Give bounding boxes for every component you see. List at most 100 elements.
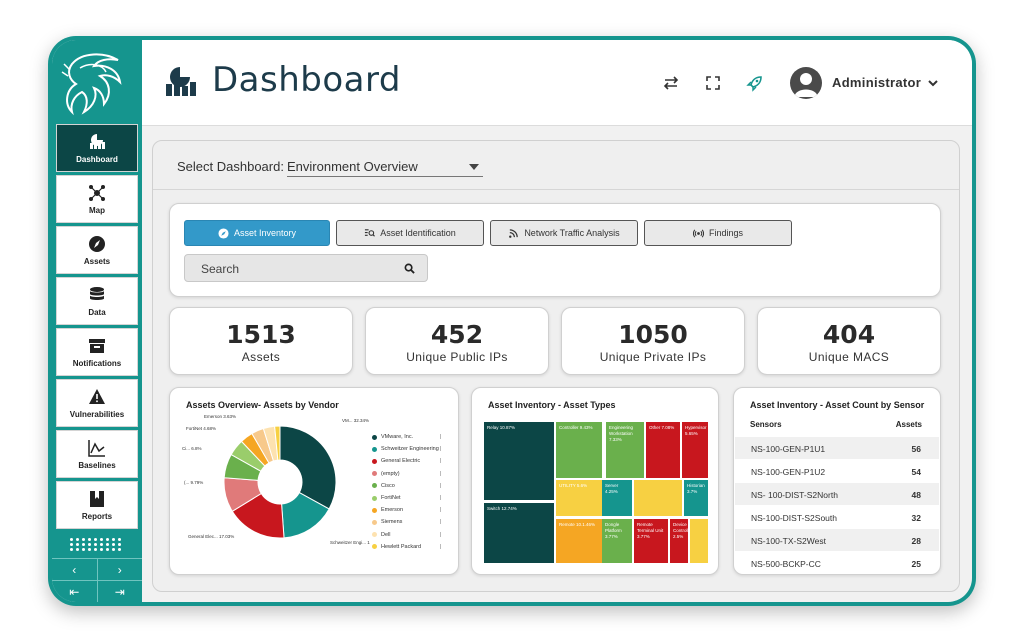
legend-label: FortiNet (381, 495, 401, 501)
dragon-logo-icon (61, 53, 122, 116)
signal-icon (509, 228, 519, 238)
swap-icon[interactable] (662, 74, 680, 92)
sidebar-item-label: Dashboard (76, 154, 118, 164)
treemap-cell[interactable]: Historian 3.7% (684, 480, 708, 516)
tab-findings[interactable]: Findings (644, 220, 792, 246)
treemap-cell[interactable]: Dongle Platform 3.77% (602, 519, 632, 563)
table-row[interactable]: NS-500-BCKP-CC 25 (735, 552, 939, 574)
treemap-label: Dongle Platform 3.77% (605, 522, 622, 539)
bookmark-icon (90, 490, 104, 507)
sidebar-item-data[interactable]: Data (56, 277, 138, 325)
treemap-cell[interactable]: Engineering Workstation 7.33% (606, 422, 644, 478)
treemap-cell[interactable]: UTILITY 5.6% (556, 480, 602, 516)
legend-swatch (372, 507, 377, 513)
legend-item[interactable]: Emerson (372, 507, 403, 513)
tab-asset-inventory[interactable]: Asset Inventory (184, 220, 330, 246)
legend-tick (440, 519, 441, 525)
sidebar-item-label: Reports (81, 511, 113, 521)
legend-label: VMware, Inc. (381, 434, 414, 440)
pie-slice[interactable] (274, 425, 281, 461)
stat-card-private-ips: 1050 Unique Private IPs (561, 307, 745, 375)
legend-swatch (372, 532, 377, 538)
treemap-cell[interactable] (690, 519, 708, 563)
legend-item[interactable]: Hewlett Packard (372, 544, 421, 550)
treemap-cell[interactable]: Relay 10.87% (484, 422, 554, 500)
page-title: Dashboard (212, 60, 401, 100)
legend-item[interactable]: Dell (372, 532, 390, 538)
chevron-down-icon[interactable] (927, 78, 939, 88)
treemap-cell[interactable]: Server 4.25% (602, 480, 632, 516)
legend-item[interactable]: Cisco (372, 483, 395, 489)
fullscreen-icon[interactable] (704, 74, 722, 92)
treemap-cell[interactable]: Hypervisor 5.65% (682, 422, 708, 478)
panel-title: Asset Inventory - Asset Count by Sensor (750, 400, 925, 410)
dashboard-select[interactable]: Environment Overview (287, 155, 483, 177)
compass-icon (89, 235, 105, 252)
prev-button[interactable]: ‹ (52, 559, 98, 580)
panel-title: Asset Inventory - Asset Types (488, 400, 616, 410)
sidebar-item-map[interactable]: Map (56, 175, 138, 223)
sidebar-item-reports[interactable]: Reports (56, 481, 138, 529)
collapse-sidebar-button[interactable]: ⇤ (52, 581, 98, 602)
user-avatar-icon[interactable] (790, 67, 822, 99)
table-row[interactable]: NS-100-GEN-P1U1 56 (735, 437, 939, 459)
stat-card-assets: 1513 Assets (169, 307, 353, 375)
sidebar-item-label: Data (88, 307, 106, 317)
pie-slice-label: Ci... 6.8% (182, 446, 202, 451)
sidebar-item-assets[interactable]: Assets (56, 226, 138, 274)
treemap-label: Engineering Workstation 7.33% (609, 425, 634, 442)
sidebar-item-label: Map (89, 205, 105, 215)
sidebar-item-baselines[interactable]: Baselines (56, 430, 138, 478)
next-button[interactable]: › (117, 562, 122, 577)
sidebar-item-vulnerabilities[interactable]: Vulnerabilities (56, 379, 138, 427)
apps-grid-icon[interactable] (70, 538, 124, 554)
treemap-cell[interactable]: Remote 10.1.46% (556, 519, 602, 563)
sidebar: Dashboard Map Assets Data Notifications … (52, 40, 142, 602)
tab-network-traffic-analysis[interactable]: Network Traffic Analysis (490, 220, 638, 246)
legend-item[interactable]: Schweitzer Engineering (372, 446, 439, 452)
legend-item[interactable]: FortiNet (372, 495, 401, 501)
user-name[interactable]: Administrator (832, 75, 922, 90)
table-row[interactable]: NS- 100-DIST-S2North 48 (735, 483, 939, 505)
broadcast-icon (692, 228, 704, 238)
treemap-cell[interactable] (634, 480, 656, 516)
pie-slice-label: Schweitzer Engi... 15.55% (330, 540, 370, 545)
treemap-cell[interactable]: Switch 12.74% (484, 503, 554, 563)
legend-swatch (372, 519, 377, 525)
search-input[interactable]: Search (184, 254, 428, 282)
sensor-name: NS-100-TX-S2West (751, 536, 826, 546)
legend-item[interactable]: (empty) (372, 471, 400, 477)
treemap-cell[interactable]: Remote Terminal Unit 3.77% (634, 519, 668, 563)
divider (153, 189, 959, 190)
inbox-icon (89, 338, 105, 353)
legend-item[interactable]: General Electric (372, 458, 420, 464)
tab-label: Asset Inventory (233, 228, 297, 238)
legend-label: Dell (381, 531, 391, 538)
sidebar-item-label: Baselines (78, 460, 116, 470)
sidebar-item-dashboard[interactable]: Dashboard (56, 124, 138, 172)
database-icon (90, 286, 104, 300)
legend-label: Cisco (381, 482, 395, 489)
legend-tick (440, 543, 441, 549)
asset-count: 28 (911, 536, 921, 546)
treemap-cell[interactable]: Controller 9.43% (556, 422, 602, 478)
treemap-cell[interactable]: Other 7.08% (646, 422, 680, 478)
legend-label: Hewlett Packard (381, 543, 422, 550)
sidebar-item-notifications[interactable]: Notifications (56, 328, 138, 376)
table-row[interactable]: NS-100-GEN-P1U2 54 (735, 460, 939, 482)
asset-count: 32 (911, 513, 921, 523)
table-row[interactable]: NS-100-TX-S2West 28 (735, 529, 939, 551)
table-row[interactable]: NS-100-DIST-S2South 32 (735, 506, 939, 528)
legend-tick (440, 446, 441, 452)
treemap-cell[interactable]: Device Controller 2.5% (670, 519, 688, 563)
pie-slice[interactable] (279, 425, 337, 510)
treemap-cell[interactable] (656, 480, 682, 516)
legend-label: Siemens (381, 519, 403, 526)
legend-item[interactable]: VMware, Inc. (372, 434, 413, 440)
rocket-icon[interactable] (746, 74, 764, 92)
expand-sidebar-button[interactable]: ⇥ (114, 584, 125, 599)
tab-asset-identification[interactable]: Asset Identification (336, 220, 484, 246)
panel-title: Assets Overview- Assets by Vendor (186, 400, 339, 410)
legend-item[interactable]: Siemens (372, 519, 402, 525)
asset-count: 54 (911, 467, 921, 477)
